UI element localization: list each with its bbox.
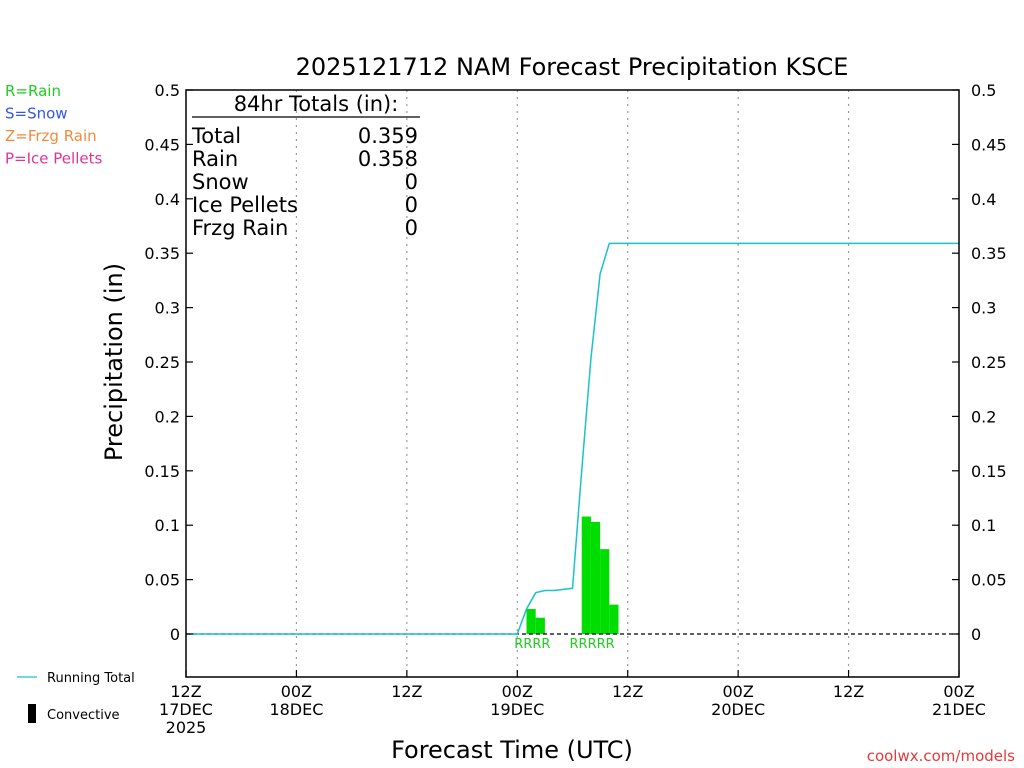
y-tick-label-right-5: 0.25 [971,353,1007,372]
line-legend: Running Total Convective [17,671,135,723]
x-tick-label-7-1: 21DEC [932,700,986,719]
y-tick-label-right-8: 0.1 [971,516,996,535]
x-tick-label-1-0: 00Z [281,682,312,701]
x-tick-label-4-0: 12Z [612,682,643,701]
x-tick-label-0-0: 12Z [170,682,201,701]
totals-row-label-2: Snow [192,170,249,194]
y-tick-label-left-8: 0.1 [155,516,180,535]
totals-row-value-2: 0 [405,170,418,194]
bar-series [526,516,619,634]
x-tick-label-3-0: 00Z [502,682,533,701]
bar-1 [535,617,545,634]
x-tick-label-7-0: 00Z [943,682,974,701]
plot-frame [185,89,960,678]
y-tick-label-right-10: 0 [971,625,981,644]
bar-0 [526,608,536,634]
x-axis-label: Forecast Time (UTC) [391,736,633,764]
x-tick-label-6-0: 12Z [833,682,864,701]
y-tick-label-left-9: 0.05 [144,571,180,590]
totals-title: 84hr Totals (in): [234,92,399,116]
y-tick-label-right-2: 0.4 [971,190,996,209]
y-ticks-right: 0.5 0.45 0.4 0.35 0.3 0.25 0.2 0.15 0.1 0.05 0 [952,81,1007,644]
y-tick-label-right-3: 0.35 [971,244,1007,263]
x-tick-label-5-0: 00Z [722,682,753,701]
type-legend: R=Rain S=Snow Z=Frzg Rain P=Ice Pellets [5,82,102,168]
totals-row-value-0: 0.359 [358,124,418,148]
y-tick-label-right-4: 0.3 [971,299,996,318]
chart-title: 2025121712 NAM Forecast Precipitation KS… [296,53,849,81]
x-tick-label-0-2: 2025 [166,718,207,737]
y-tick-label-right-9: 0.05 [971,571,1007,590]
bar-5 [609,604,619,634]
convective-legend-label: Convective [47,708,120,723]
y-tick-label-left-1: 0.45 [144,135,180,154]
x-tick-label-3-1: 19DEC [490,700,544,719]
totals-row-label-3: Ice Pellets [192,193,298,217]
running-total-line [186,242,959,635]
precip-type-label-1: RRRRR [570,637,615,652]
totals-row-label-1: Rain [192,147,238,171]
totals-row-value-4: 0 [405,216,418,240]
y-ticks-left: 0.5 0.45 0.4 0.35 0.3 0.25 0.2 0.15 0.1 0.05 0 [144,81,193,644]
y-axis-label: Precipitation (in) [100,263,128,461]
totals-row-value-1: 0.358 [358,147,418,171]
y-tick-label-left-2: 0.4 [155,190,180,209]
x-tick-label-2-0: 12Z [391,682,422,701]
y-tick-label-right-6: 0.2 [971,407,996,426]
y-tick-label-right-1: 0.45 [971,135,1007,154]
credit-text: coolwx.com/models [867,747,1015,765]
totals-row-label-4: Frzg Rain [192,216,288,240]
type-legend-item-0: R=Rain [5,82,61,100]
totals-row-label-0: Total [191,124,241,148]
type-legend-item-2: Z=Frzg Rain [5,127,97,145]
y-tick-label-left-10: 0 [170,625,180,644]
precip-type-label-0: RRRR [514,637,550,652]
bar-3 [590,521,601,634]
y-tick-label-left-5: 0.25 [144,353,180,372]
y-tick-label-left-0: 0.5 [155,81,180,100]
precip-type-labels: RRRR RRRRR [514,637,614,652]
bar-2 [581,516,591,634]
y-tick-label-left-3: 0.35 [144,244,180,263]
totals-box: 84hr Totals (in): Total 0.359 Rain 0.358 Snow… [191,92,420,240]
y-tick-label-left-4: 0.3 [155,299,180,318]
bar-4 [600,549,610,634]
y-tick-label-left-6: 0.2 [155,407,180,426]
running-total-legend-label: Running Total [47,671,135,686]
y-tick-label-right-7: 0.15 [971,462,1007,481]
type-legend-item-1: S=Snow [5,105,68,123]
y-tick-label-right-0: 0.5 [971,81,996,100]
totals-row-value-3: 0 [405,193,418,217]
type-legend-item-3: P=Ice Pellets [5,150,102,168]
x-tick-label-0-1: 17DEC [159,700,213,719]
x-tick-label-1-1: 18DEC [269,700,323,719]
x-tick-label-5-1: 20DEC [711,700,765,719]
convective-legend-swatch [28,704,36,723]
y-tick-label-left-7: 0.15 [144,462,180,481]
